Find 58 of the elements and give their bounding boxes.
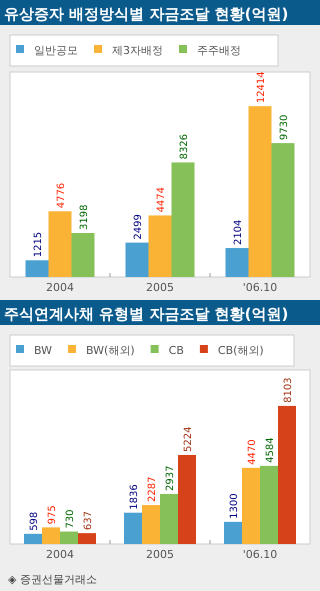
- bar: [272, 143, 294, 277]
- data-label: 4470: [247, 439, 258, 465]
- legend-label: BW: [34, 344, 52, 357]
- chart-title: 주식연계사채 유형별 자금조달 현황(억원): [4, 305, 288, 323]
- bar: [148, 215, 172, 277]
- chart-title: 유상증자 배정방식별 자금조달 현황(억원): [4, 5, 288, 23]
- bar: [260, 466, 278, 544]
- data-label: 975: [47, 505, 58, 524]
- data-label: 2499: [133, 214, 144, 240]
- x-tick-label: 2004: [46, 281, 74, 294]
- data-label: 8103: [283, 377, 294, 403]
- data-label: 1300: [229, 493, 240, 519]
- bar: [42, 527, 60, 544]
- legend-label: CB: [168, 344, 184, 357]
- bar: [60, 532, 78, 544]
- legend-label: 주주배정: [197, 44, 241, 57]
- data-label: 8326: [179, 134, 190, 160]
- data-label: 598: [29, 512, 40, 531]
- data-label: 4584: [265, 437, 276, 463]
- legend-label: BW(해외): [86, 344, 135, 357]
- text: ◈ 증권선물거래소: [8, 573, 97, 586]
- x-tick-label: 2005: [146, 281, 174, 294]
- x-tick-label: 2005: [146, 548, 174, 561]
- data-label: 3198: [79, 204, 90, 230]
- bar: [78, 533, 96, 544]
- bar: [278, 406, 296, 544]
- data-label: 4474: [156, 186, 167, 212]
- data-label: 2287: [147, 476, 158, 502]
- bar: [242, 468, 260, 544]
- data-label: 5224: [183, 426, 194, 452]
- bar: [48, 211, 72, 277]
- x-tick-label: '06.10: [242, 281, 278, 294]
- bar: [224, 522, 242, 544]
- x-tick-label: 2004: [46, 548, 74, 561]
- x-tick-label: '06.10: [242, 548, 278, 561]
- data-label: 2937: [165, 465, 176, 491]
- bar: [24, 534, 42, 544]
- data-label: 9730: [279, 114, 290, 140]
- bar: [248, 106, 272, 277]
- bar: [126, 242, 148, 277]
- legend-label: 일반공모: [34, 44, 78, 57]
- data-label: 637: [83, 511, 94, 530]
- data-label: 2104: [233, 220, 244, 246]
- data-label: 1215: [33, 232, 44, 258]
- bar: [26, 260, 48, 277]
- data-label: 12414: [256, 71, 267, 104]
- data-label: 730: [65, 509, 76, 529]
- legend-label: 제3자배정: [112, 44, 163, 57]
- bar: [178, 454, 196, 544]
- bar: [124, 512, 142, 544]
- data-label: 4776: [56, 182, 67, 208]
- bar: [72, 232, 94, 277]
- bar: [142, 505, 160, 544]
- data-label: 1836: [129, 484, 140, 510]
- bar: [172, 162, 194, 277]
- bar: [226, 248, 248, 277]
- legend-label: CB(해외): [218, 344, 264, 357]
- bar: [160, 494, 178, 544]
